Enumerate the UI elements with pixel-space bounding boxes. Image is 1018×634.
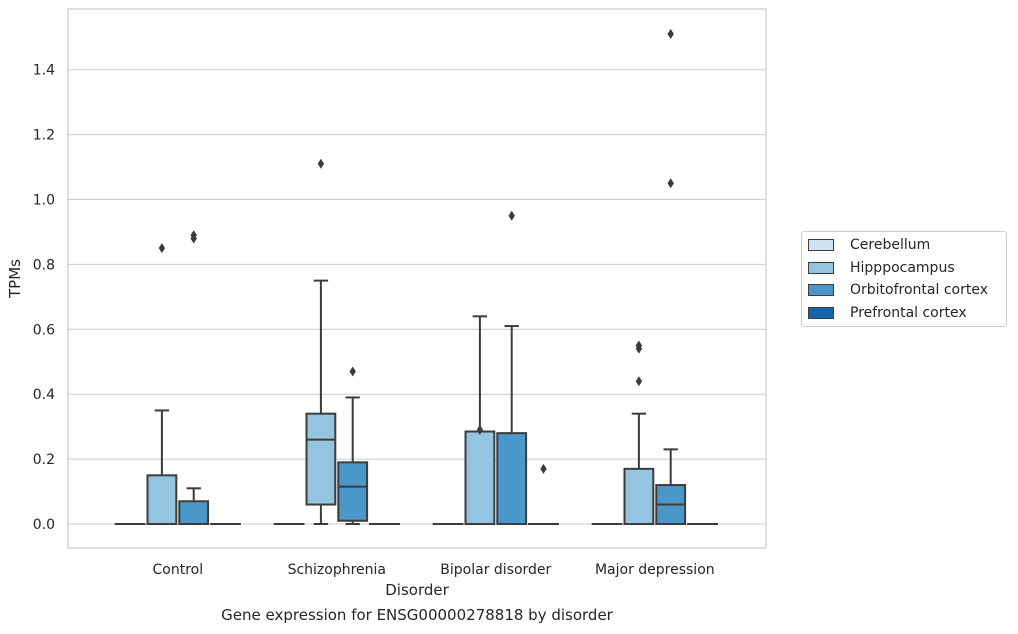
box-iqr (146, 474, 178, 526)
outlier-point (667, 29, 674, 40)
legend: Cerebellum Hipppocampus Orbitofrontal cort… (801, 231, 1007, 327)
box-iqr (464, 430, 496, 525)
outlier-point (190, 230, 197, 241)
legend-swatch (808, 239, 834, 251)
legend-label: Hipppocampus (850, 259, 955, 276)
box-iqr (337, 461, 369, 522)
x-axis-label: Disorder (385, 581, 449, 599)
chart-caption: Gene expression for ENSG00000278818 by d… (221, 606, 613, 624)
box-orbitofrontal-cortex (496, 210, 528, 526)
box-hipppocampus (146, 243, 178, 526)
legend-item: Orbitofrontal cortex (808, 280, 988, 300)
outlier-point (349, 366, 356, 377)
outlier-point (540, 463, 547, 474)
y-tick-label: 0.4 (33, 387, 55, 403)
outlier-point (635, 376, 643, 387)
box-hipppocampus (305, 158, 337, 525)
x-tick-label: Control (152, 562, 203, 578)
y-tick-label: 0.2 (33, 452, 55, 468)
box-orbitofrontal-cortex (337, 366, 369, 525)
box-hipppocampus (623, 340, 655, 525)
box-layer (114, 29, 718, 526)
box-iqr (305, 412, 337, 506)
box-iqr (623, 467, 655, 525)
y-tick-label: 1.2 (33, 128, 55, 144)
y-tick-label: 1.4 (33, 63, 55, 79)
y-axis-ticks: 0.0 0.2 0.4 0.6 0.8 1.0 1.2 1.4 (33, 63, 55, 533)
legend-item: Hipppocampus (808, 258, 955, 278)
outlier-point (667, 178, 674, 189)
y-tick-label: 0.6 (33, 322, 55, 338)
legend-label: Orbitofrontal cortex (850, 282, 988, 298)
legend-item: Cerebellum (808, 235, 930, 255)
gridlines (68, 69, 766, 525)
y-tick-label: 0.8 (33, 257, 55, 273)
legend-label: Cerebellum (850, 237, 931, 253)
outlier-point (158, 243, 166, 254)
outlier-point (508, 210, 515, 221)
box-orbitofrontal-cortex (178, 230, 210, 526)
x-tick-label: Schizophrenia (288, 562, 386, 578)
outlier-point (476, 424, 484, 435)
x-axis-ticks: Control Schizophrenia Bipolar disorder Majo… (152, 562, 714, 578)
legend-swatch (808, 284, 834, 296)
outlier-point (635, 340, 643, 351)
x-tick-label: Major depression (595, 562, 715, 578)
y-axis-label: TPMs (6, 259, 24, 299)
outlier-point (317, 158, 325, 169)
legend-swatch (808, 306, 834, 319)
box-hipppocampus (464, 315, 496, 525)
box-iqr (178, 500, 210, 526)
y-tick-label: 1.0 (33, 193, 55, 209)
box-prefrontal-cortex (528, 463, 559, 526)
box-orbitofrontal-cortex (655, 29, 687, 525)
y-tick-label: 0.0 (33, 517, 55, 533)
plot-frame (67, 8, 767, 549)
legend-item: Prefrontal cortex (808, 303, 967, 323)
x-tick-label: Bipolar disorder (440, 562, 551, 578)
legend-label: Prefrontal cortex (850, 304, 967, 321)
box-iqr (496, 432, 528, 526)
legend-swatch (808, 261, 834, 274)
